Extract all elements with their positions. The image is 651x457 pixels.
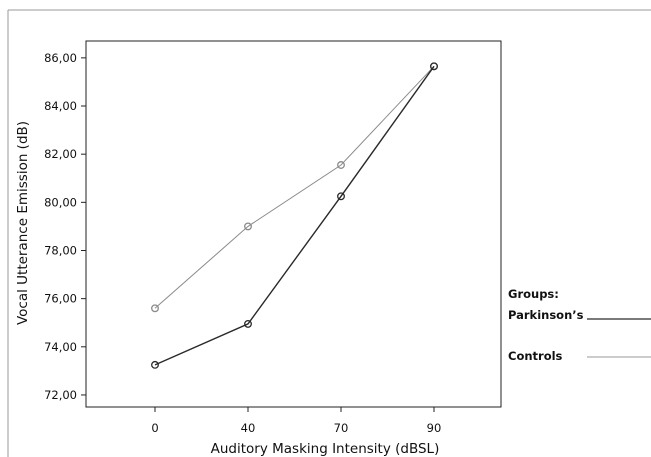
data-point-parkinsons [430, 62, 438, 71]
y-tick-label: 72,00 [44, 388, 77, 402]
x-tick-label: 70 [334, 421, 349, 435]
y-tick-label: 74,00 [44, 340, 77, 354]
series-line-parkinsons [154, 65, 435, 366]
plot-area [85, 40, 502, 408]
y-tick-label: 76,00 [44, 292, 77, 306]
x-tick-label: 40 [241, 421, 256, 435]
legend-label-controls: Controls [508, 349, 563, 363]
series-line-controls [154, 65, 435, 309]
y-tick-label: 86,00 [44, 51, 77, 65]
y-tick-label: 84,00 [44, 99, 77, 113]
legend-title: Groups: [508, 287, 559, 301]
y-tick-label: 82,00 [44, 147, 77, 161]
series-layer [151, 62, 438, 369]
x-axis-title: Auditory Masking Intensity (dBSL) [211, 441, 440, 457]
plot-border [85, 40, 502, 408]
y-tick-label: 78,00 [44, 243, 77, 257]
y-axis: 72,00 74,00 76,00 78,00 80,00 82,00 84,00 86,00 [44, 51, 86, 402]
data-point-controls [151, 304, 159, 313]
data-point-parkinsons [151, 360, 159, 369]
x-tick-label: 0 [151, 421, 158, 435]
x-axis: 0 40 70 90 [151, 407, 441, 435]
y-axis-title: Vocal Utterance Emission (dB) [15, 121, 31, 325]
data-point-controls [244, 222, 252, 231]
legend: Groups: Parkinson’s Controls [508, 287, 651, 363]
y-tick-label: 80,00 [44, 195, 77, 209]
data-point-parkinsons [244, 319, 252, 328]
data-point-parkinsons [337, 192, 345, 201]
data-point-controls [337, 161, 345, 169]
x-tick-label: 90 [427, 421, 442, 435]
legend-label-parkinsons: Parkinson’s [508, 308, 584, 322]
